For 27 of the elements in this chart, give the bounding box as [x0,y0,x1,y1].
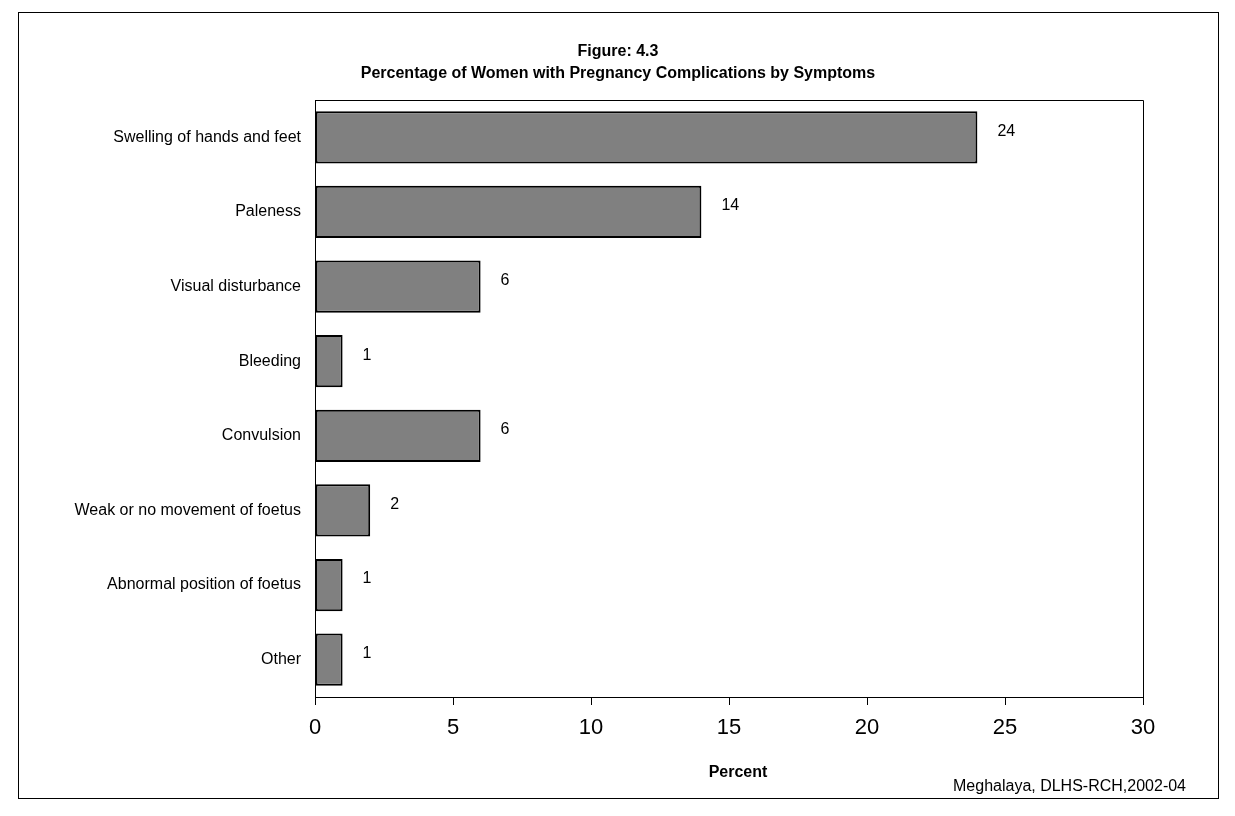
chart-subtitle: Percentage of Women with Pregnancy Complications by Symptoms [360,64,876,82]
x-tick-label: 10 [578,714,604,740]
data-label: 6 [500,270,510,288]
x-tick-label: 5 [446,714,460,740]
data-label: 24 [997,121,1016,139]
data-label: 1 [362,644,372,662]
data-label: 1 [362,569,372,587]
y-tick-label: Visual disturbance [170,276,302,294]
y-tick-label: Weak or no movement of foetus [74,500,301,518]
y-tick-label: Other [260,650,302,668]
data-label: 2 [390,494,400,512]
y-tick-label: Convulsion [221,426,301,444]
x-tick-label: 25 [992,714,1018,740]
x-tick-label: 20 [854,714,880,740]
y-tick-label: Bleeding [238,351,301,369]
x-tick-label: 0 [308,714,322,740]
text: Meghalaya, DLHS-RCH,2002-04 [953,777,1187,795]
data-label: 1 [362,345,372,363]
chart-title: Figure: 4.3 [577,42,659,60]
data-label: 6 [500,420,510,438]
x-tick-label: 15 [716,714,742,740]
x-axis-title: Percent [708,763,769,781]
x-tick-label: 30 [1130,714,1156,740]
data-label: 14 [721,196,740,214]
y-tick-label: Abnormal position of foetus [107,575,301,593]
y-tick-label: Paleness [235,202,301,220]
y-tick-label: Swelling of hands and feet [113,127,302,145]
